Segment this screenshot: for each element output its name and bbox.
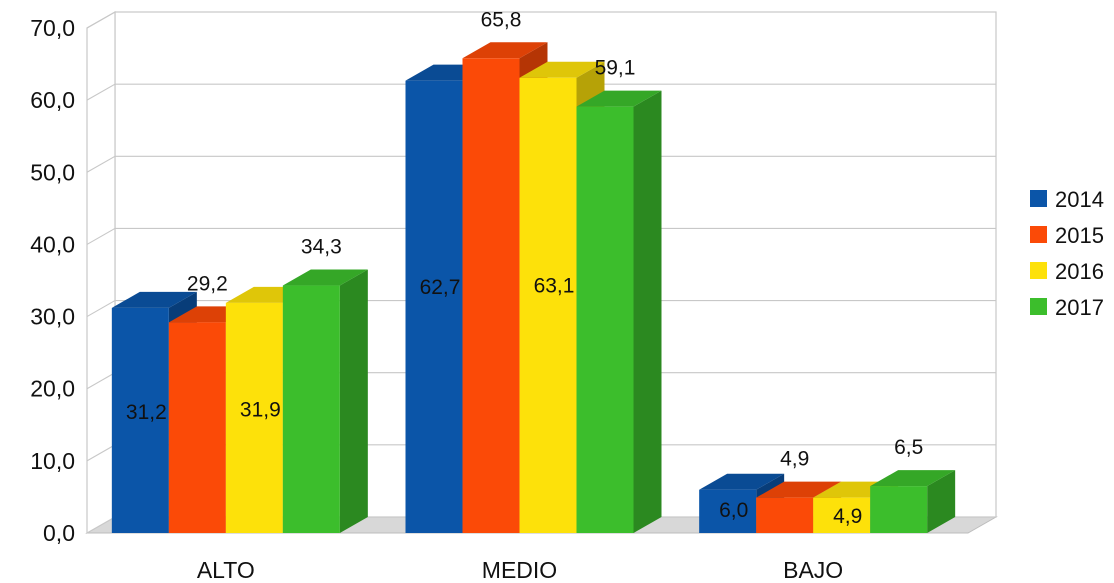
gridline — [86, 11, 996, 29]
bar-2017-medio — [576, 90, 662, 533]
data-label: 65,8 — [481, 8, 522, 31]
legend-label: 2017 — [1055, 295, 1104, 320]
bar-front — [699, 489, 757, 533]
legend-swatch — [1030, 226, 1047, 243]
legend-swatch — [1030, 298, 1047, 315]
bar-side — [927, 470, 956, 533]
bar-front — [282, 285, 340, 533]
data-label: 63,1 — [534, 275, 575, 298]
bar-2017-alto — [282, 269, 368, 533]
bar-front — [870, 486, 928, 533]
legend-label: 2016 — [1055, 259, 1104, 284]
bars — [111, 42, 956, 534]
bar-front — [756, 497, 814, 533]
gridline — [86, 155, 996, 173]
data-labels: 31,2 29,2 31,9 34,3 62,7 65,8 63,1 59,1 6,0 4,9 4,… — [126, 8, 923, 528]
bar-top — [756, 481, 842, 498]
x-category-label: BAJO — [783, 557, 843, 583]
bar-side — [339, 269, 368, 533]
bar-front — [576, 106, 634, 533]
data-label: 31,9 — [240, 398, 281, 421]
data-label: 59,1 — [595, 57, 636, 80]
legend-item-2015: 2015 — [1030, 223, 1104, 248]
data-label: 31,2 — [126, 401, 167, 424]
y-tick-label: 50,0 — [30, 159, 75, 185]
y-tick-label: 60,0 — [30, 87, 75, 113]
bar-top — [576, 90, 662, 107]
bar-top — [282, 269, 368, 286]
legend-label: 2015 — [1055, 223, 1104, 248]
gridline — [86, 300, 996, 318]
y-tick-label: 10,0 — [30, 448, 75, 474]
legend: 2014 2015 2016 2017 — [1030, 187, 1104, 320]
gridline — [86, 227, 996, 245]
legend-item-2017: 2017 — [1030, 295, 1104, 320]
y-tick-label: 20,0 — [30, 376, 75, 402]
y-tick-label: 70,0 — [30, 15, 75, 41]
data-label: 4,9 — [833, 505, 862, 528]
data-label: 62,7 — [420, 276, 461, 299]
legend-swatch — [1030, 190, 1047, 207]
x-category-label: MEDIO — [482, 557, 557, 583]
y-tick-label: 0,0 — [43, 520, 75, 546]
bar-top — [519, 61, 605, 78]
y-axis-ticks: 0,0 10,0 20,0 30,0 40,0 50,0 60,0 70,0 — [30, 15, 75, 546]
bar-top — [870, 470, 956, 487]
bar-front — [462, 58, 520, 534]
legend-item-2016: 2016 — [1030, 259, 1104, 284]
data-label: 29,2 — [187, 272, 228, 295]
bar-front — [813, 497, 871, 533]
bar-front — [225, 302, 283, 533]
legend-item-2014: 2014 — [1030, 187, 1104, 212]
bar-top — [699, 473, 785, 490]
bar-top — [111, 291, 197, 308]
legend-swatch — [1030, 262, 1047, 279]
bar-2017-bajo — [870, 470, 956, 533]
side-wall — [86, 10, 116, 535]
data-label: 6,5 — [894, 436, 923, 459]
y-tick-label: 40,0 — [30, 231, 75, 257]
data-label: 6,0 — [719, 499, 748, 522]
bar-front — [519, 77, 577, 534]
bar-front — [111, 307, 169, 533]
y-tick-label: 30,0 — [30, 304, 75, 330]
data-label: 34,3 — [301, 236, 342, 259]
x-axis-categories: ALTO MEDIO BAJO — [197, 557, 843, 583]
bar-front — [168, 322, 226, 533]
bar-front — [405, 80, 463, 534]
bar-top — [462, 42, 548, 59]
bar-side — [633, 90, 662, 533]
data-label: 4,9 — [780, 448, 809, 471]
gridline — [86, 83, 996, 101]
x-category-label: ALTO — [197, 557, 255, 583]
legend-label: 2014 — [1055, 187, 1104, 212]
